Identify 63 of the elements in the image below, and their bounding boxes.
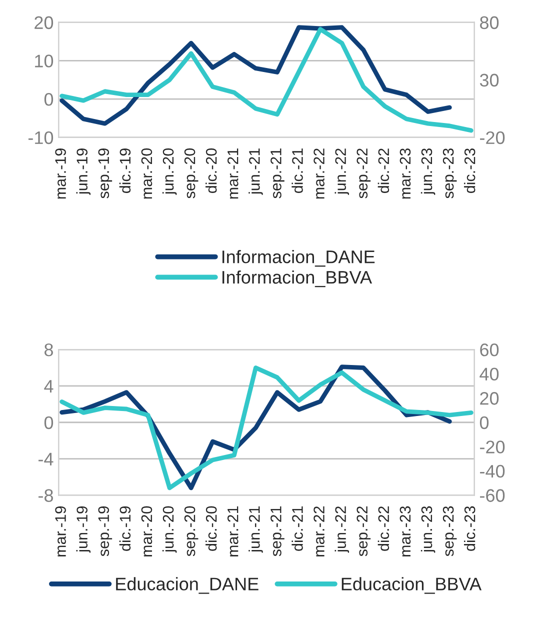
x-tick-label: jun.-22: [334, 148, 350, 195]
x-tick-label: sep.-22: [356, 506, 371, 556]
legend-label: Informacion_DANE: [222, 250, 375, 267]
x-tick-label: dic.-21: [292, 506, 303, 551]
x-tick-label: jun.-21: [248, 506, 263, 553]
x-tick-label: sep.-20: [184, 148, 198, 198]
y-tick-label: 4: [44, 380, 54, 392]
y2-tick-label: 40: [480, 368, 499, 381]
y-tick-label: 20: [34, 16, 54, 30]
x-tick-label: sep.-21: [270, 506, 284, 556]
y-tick-label: -10: [28, 131, 54, 144]
x-tick-label: dic.-22: [378, 506, 390, 551]
legend-label: Educacion_DANE: [116, 577, 258, 594]
x-tick-label: mar.-21: [227, 506, 238, 556]
x-tick-label: jun.-23: [420, 148, 436, 195]
x-tick-label: jun.-19: [76, 506, 91, 553]
legend-label: Educacion_BBVA: [342, 577, 482, 594]
y2-tick-label: 30: [480, 74, 499, 87]
y2-tick-label: -20: [480, 131, 505, 144]
x-tick-label: mar.-20: [141, 506, 152, 556]
x-tick-label: dic.-23: [464, 506, 476, 551]
x-tick-label: mar.-19: [55, 506, 66, 556]
y2-tick-label: 60: [480, 343, 499, 356]
x-tick-label: sep.-21: [270, 148, 284, 198]
x-tick-label: sep.-19: [98, 506, 112, 556]
y-tick-label: 8: [44, 343, 53, 356]
x-tick-label: dic.-20: [206, 148, 217, 194]
x-tick-label: dic.-19: [119, 148, 131, 194]
y2-tick-label: 20: [480, 392, 499, 405]
y2-tick-label: -40: [480, 464, 505, 478]
x-tick-label: jun.-22: [334, 506, 350, 553]
x-tick-label: jun.-23: [420, 506, 436, 553]
x-tick-label: jun.-19: [76, 148, 91, 195]
x-tick-label: jun.-20: [162, 506, 177, 553]
x-tick-label: sep.-22: [356, 148, 371, 198]
x-tick-label: mar.-19: [55, 148, 66, 199]
y2-tick-label: 0: [480, 416, 489, 430]
y2-tick-label: -20: [480, 440, 505, 454]
x-tick-label: mar.-23: [400, 506, 411, 556]
x-tick-label: jun.-20: [162, 148, 177, 195]
x-tick-label: jun.-21: [248, 148, 263, 195]
x-tick-label: sep.-23: [442, 148, 457, 198]
y2-tick-label: 80: [480, 16, 499, 30]
y-tick-label: 0: [44, 416, 54, 430]
x-tick-label: mar.-22: [314, 506, 324, 556]
x-tick-label: dic.-22: [378, 148, 390, 194]
x-tick-label: mar.-22: [314, 148, 324, 199]
x-tick-label: sep.-19: [98, 148, 112, 198]
legend-label: Informacion_BBVA: [222, 270, 372, 288]
y2-tick-label: -60: [480, 489, 505, 502]
y-tick-label: 10: [35, 54, 54, 68]
x-tick-label: mar.-23: [400, 148, 411, 199]
y-tick-label: -8: [38, 489, 53, 502]
y-tick-label: -4: [38, 452, 54, 466]
x-tick-label: dic.-21: [292, 148, 303, 194]
x-tick-label: mar.-20: [141, 148, 152, 199]
x-tick-label: dic.-20: [206, 506, 217, 551]
x-tick-label: sep.-23: [442, 506, 457, 556]
x-tick-label: mar.-21: [227, 148, 238, 199]
y-tick-label: 0: [44, 92, 54, 106]
x-tick-label: dic.-19: [119, 506, 131, 551]
x-tick-label: sep.-20: [184, 506, 198, 556]
x-tick-label: dic.-23: [464, 148, 476, 194]
